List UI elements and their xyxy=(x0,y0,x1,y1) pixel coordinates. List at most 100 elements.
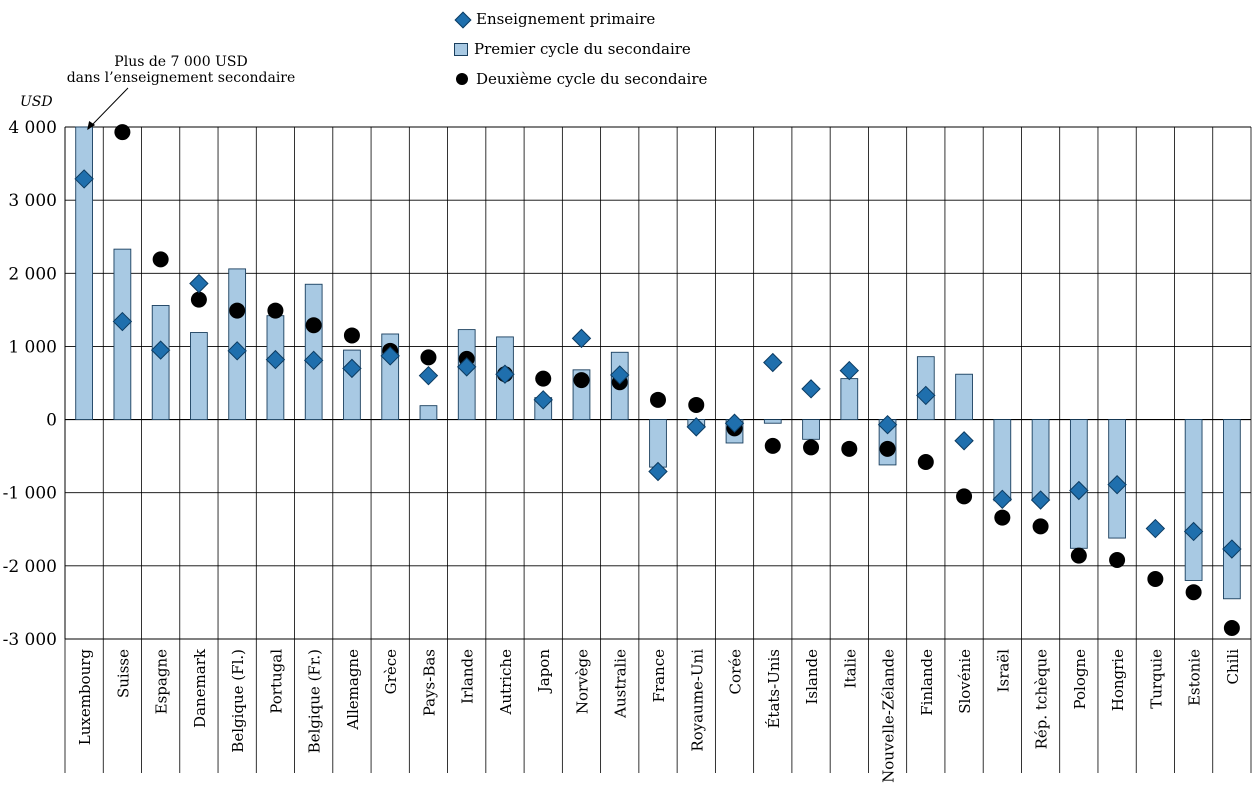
diamond-primary xyxy=(954,431,974,451)
dot-upper-secondary xyxy=(1109,552,1126,569)
diamond-primary xyxy=(342,358,362,379)
diamond-primary xyxy=(916,385,936,406)
dot-upper-secondary xyxy=(573,372,590,389)
y-tick-label: 1 000 xyxy=(8,337,57,357)
dot-upper-secondary xyxy=(229,302,246,319)
grid-layer xyxy=(64,126,1252,773)
category-label: Turquie xyxy=(1147,649,1165,709)
category-label: Rép. tchèque xyxy=(1033,649,1051,750)
dot-upper-secondary xyxy=(956,488,973,505)
bar-lower-secondary xyxy=(993,419,1012,502)
diamond-primary xyxy=(303,350,324,371)
category-label: Nouvelle-Zélande xyxy=(880,649,898,783)
dot-upper-secondary xyxy=(764,437,781,454)
diamond-primary xyxy=(801,379,821,399)
y-tick-label: 0 xyxy=(46,411,57,431)
diamond-primary xyxy=(380,346,400,366)
legend: Enseignement primaire Premier cycle du s… xyxy=(454,4,707,94)
category-label: Portugal xyxy=(267,649,285,714)
dot-upper-secondary xyxy=(152,251,169,268)
category-label: France xyxy=(650,649,668,703)
legend-item-lower-secondary[interactable]: Premier cycle du secondaire xyxy=(454,34,707,64)
category-label: Royaume-Uni xyxy=(688,649,706,752)
diamond-primary xyxy=(610,365,630,385)
dot-upper-secondary xyxy=(917,453,934,470)
category-labels: Luxembourg Suisse Espagne Danemark Belgique … xyxy=(76,648,1242,783)
dot-upper-secondary xyxy=(343,327,360,344)
diamond-primary xyxy=(763,352,783,373)
dot-upper-secondary xyxy=(420,349,437,366)
y-tick-label: -2 000 xyxy=(3,557,57,577)
bar-lower-secondary xyxy=(151,305,170,421)
diamond-primary xyxy=(839,360,859,381)
dot-upper-secondary xyxy=(1223,620,1240,637)
diamond-primary xyxy=(112,311,133,332)
legend-label-upper-secondary: Deuxième cycle du secondaire xyxy=(476,69,708,88)
category-label: Italie xyxy=(841,649,859,688)
diamond-primary xyxy=(265,349,286,370)
category-label: Belgique (Fr.) xyxy=(306,649,324,753)
category-label: Belgique (Fl.) xyxy=(229,649,247,753)
diamond-primary xyxy=(686,417,706,437)
luxembourg-annotation: Plus de 7 000 USD dans l’enseignement se… xyxy=(52,54,310,86)
bar-lower-secondary xyxy=(840,378,859,421)
diamond-primary xyxy=(1030,490,1051,510)
dot-upper-secondary xyxy=(879,440,896,457)
diamond-primary xyxy=(1069,480,1089,501)
diamond-primary xyxy=(189,273,209,294)
diamond-primary xyxy=(1107,474,1127,495)
legend-label-lower-secondary: Premier cycle du secondaire xyxy=(474,39,691,58)
category-label: Slovénie xyxy=(956,649,974,714)
legend-label-primary: Enseignement primaire xyxy=(476,9,656,28)
y-axis-unit: USD xyxy=(20,94,53,110)
diamond-primary xyxy=(992,489,1013,510)
category-label: Autriche xyxy=(497,649,515,716)
annotation-line-1: Plus de 7 000 USD xyxy=(114,54,248,70)
bar-lower-secondary xyxy=(1223,419,1241,600)
category-label: Pays-Bas xyxy=(420,649,438,716)
category-label: Corée xyxy=(727,649,745,695)
category-label: Israël xyxy=(994,649,1012,693)
category-label: Chili xyxy=(1224,649,1242,685)
bar-lower-secondary xyxy=(649,419,667,468)
dot-upper-secondary xyxy=(114,124,131,141)
category-label: Finlande xyxy=(918,649,936,716)
annotation-line-2: dans l’enseignement secondaire xyxy=(66,70,296,86)
dot-upper-secondary xyxy=(190,291,207,308)
diamond-primary xyxy=(457,357,477,377)
y-tick-label: 3 000 xyxy=(8,191,57,211)
annotation-arrow xyxy=(87,87,129,130)
dot-upper-secondary xyxy=(688,396,705,413)
category-label: Japon xyxy=(535,649,553,695)
category-label: Irlande xyxy=(459,649,477,704)
legend-item-upper-secondary[interactable]: Deuxième cycle du secondaire xyxy=(454,64,707,94)
diamond-primary xyxy=(1183,521,1204,542)
dot-marker-icon xyxy=(454,71,470,87)
diamond-primary xyxy=(533,390,553,410)
category-label: Grèce xyxy=(382,649,400,694)
dot-upper-secondary xyxy=(841,440,858,457)
y-tick-label: -3 000 xyxy=(3,630,57,650)
y-tick-label: 4 000 xyxy=(8,118,57,138)
dot-upper-secondary xyxy=(650,391,666,408)
bar-lower-secondary xyxy=(955,373,973,421)
diamond-primary xyxy=(227,341,247,361)
diamond-primary xyxy=(1145,518,1166,539)
dot-upper-secondary xyxy=(305,317,322,334)
diamond-primary xyxy=(418,365,439,386)
diamond-primary xyxy=(877,414,898,435)
legend-item-primary[interactable]: Enseignement primaire xyxy=(454,4,707,34)
diamond-primary xyxy=(571,328,592,349)
category-label: Danemark xyxy=(191,648,209,728)
category-label: Espagne xyxy=(153,649,171,714)
category-label: Pologne xyxy=(1071,649,1089,710)
bar-lower-secondary xyxy=(75,126,93,421)
bar-lower-secondary xyxy=(802,419,820,440)
y-tick-labels: 4 000 3 000 2 000 1 000 0 -1 000 -2 000 -3 000 xyxy=(3,118,57,650)
category-label: Estonie xyxy=(1186,649,1204,706)
bar-swatch-icon xyxy=(454,42,468,56)
diamond-primary xyxy=(495,364,515,384)
annotation-arrowhead xyxy=(87,121,96,130)
category-label: Australie xyxy=(612,649,630,719)
